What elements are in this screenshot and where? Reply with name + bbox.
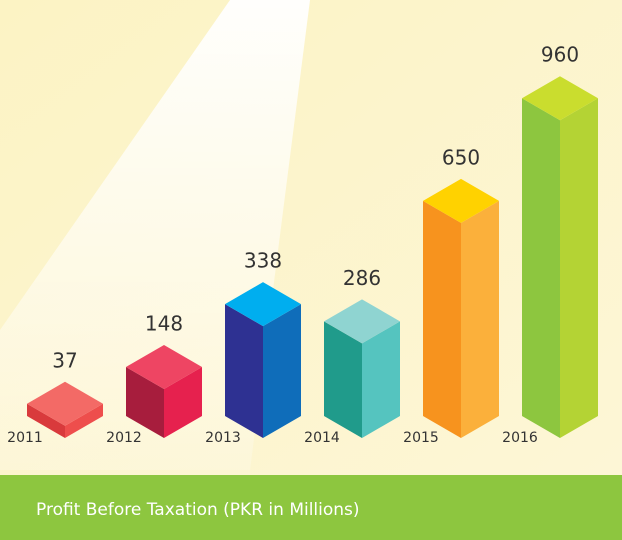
bar-left-face: [27, 403, 65, 438]
bar-left-face: [324, 321, 362, 438]
bar-left-face: [423, 200, 461, 438]
value-label: 286: [343, 266, 381, 290]
bar-top-face: [126, 345, 202, 390]
bar: [126, 345, 202, 438]
bar-top-face: [324, 299, 400, 344]
value-label: 148: [145, 312, 183, 336]
bar-top-face: [225, 282, 301, 327]
bar-left-face: [225, 304, 263, 438]
bar: [324, 299, 400, 438]
bar-top-face: [423, 178, 499, 223]
bar-right-face: [65, 403, 103, 438]
bar-right-face: [362, 321, 400, 438]
value-label: 650: [442, 145, 480, 169]
x-tick-label: 2014: [304, 430, 340, 446]
bar: [27, 381, 103, 438]
bar-left-face: [522, 98, 560, 439]
x-tick-label: 2011: [7, 430, 43, 446]
bar-right-face: [560, 98, 598, 439]
bar: [225, 282, 301, 438]
value-label: 960: [541, 43, 579, 67]
bar-top-face: [522, 76, 598, 121]
bar: [522, 76, 598, 439]
bar-left-face: [126, 367, 164, 438]
bar-right-face: [164, 367, 202, 438]
chart-title: Profit Before Taxation (PKR in Millions): [36, 500, 360, 520]
bar: [423, 178, 499, 438]
x-tick-label: 2015: [403, 430, 439, 446]
bar-right-face: [263, 304, 301, 438]
value-label: 338: [244, 249, 282, 273]
title-band: [0, 475, 622, 540]
value-label: 37: [52, 348, 77, 372]
x-tick-label: 2012: [106, 430, 142, 446]
x-tick-label: 2013: [205, 430, 241, 446]
bar-top-face: [27, 381, 103, 426]
x-tick-label: 2016: [502, 430, 538, 446]
bar-right-face: [461, 200, 499, 438]
